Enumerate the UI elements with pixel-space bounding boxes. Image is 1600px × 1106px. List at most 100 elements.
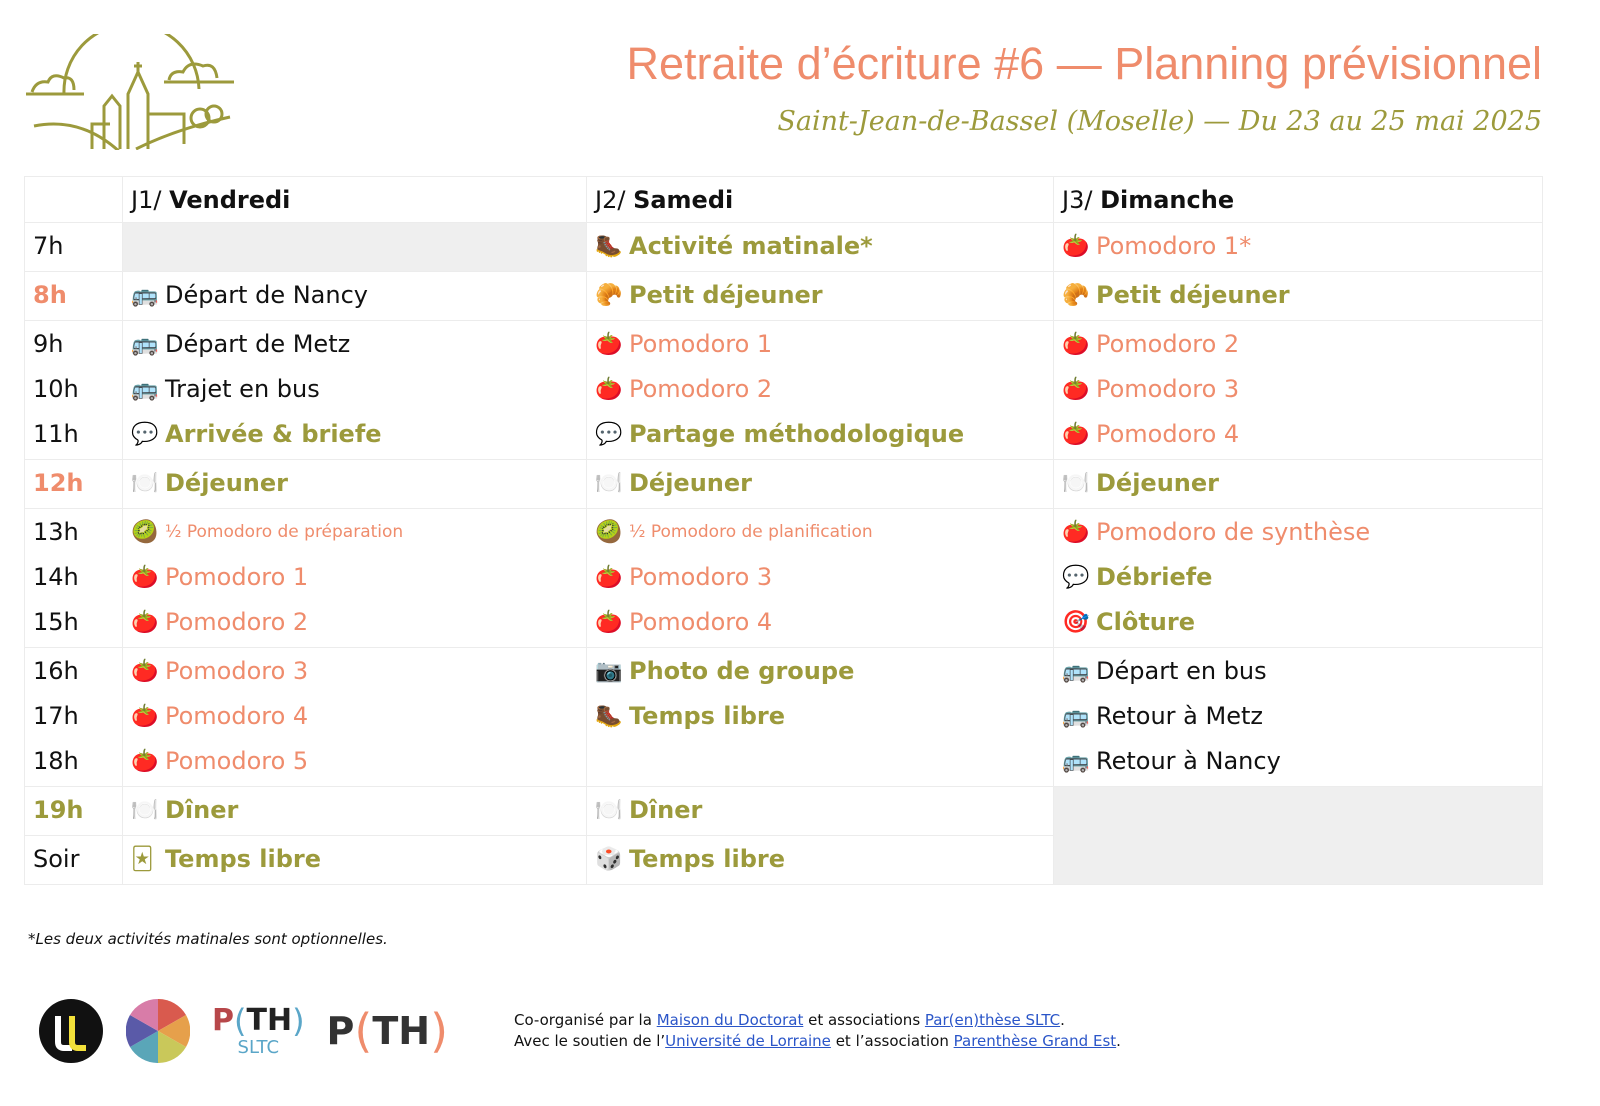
activity-item: 🥝 ½ Pomodoro de préparation [131, 510, 578, 555]
day-name: Dimanche [1100, 185, 1235, 214]
time-cell: 8h [24, 271, 123, 321]
tomato-icon: 🍅 [595, 565, 623, 590]
activity-label: Départ de Metz [165, 330, 351, 358]
tomato-icon: 🍅 [1062, 422, 1090, 447]
activity-item: 🍅 Pomodoro 3 [595, 555, 1045, 600]
day-header-j3: J3/ Dimanche [1053, 176, 1543, 223]
activity-item: 🚌 Départ en bus [1062, 649, 1534, 694]
activity-label: Pomodoro 4 [629, 608, 773, 636]
parenthese-sltc-logo: P(TH) SLTC [212, 1005, 305, 1057]
target-icon: 🎯 [1062, 610, 1090, 635]
activity-cell: 🍅 Pomodoro de synthèse 💬 Débriefe 🎯 Clôture [1053, 508, 1543, 648]
joker-card-icon: 🃏 [131, 847, 154, 872]
activity-label: Temps libre [165, 845, 322, 873]
activity-item: 🍅 Pomodoro 3 [131, 649, 578, 694]
time-cell: 7h [24, 222, 123, 272]
activity-item: 🍅 Pomodoro 4 [595, 600, 1045, 645]
day-prefix: J2/ [595, 185, 634, 214]
partner-logos: P(TH) SLTC P(TH) [38, 998, 448, 1064]
activity-cell: 🍽️ Déjeuner [1053, 459, 1543, 509]
activity-cell: 🚌 Départ de Nancy [122, 271, 587, 321]
link-parenthese-sltc[interactable]: Par(en)thèse SLTC [924, 1011, 1061, 1029]
activity-item: 🍽️ Déjeuner [131, 461, 578, 506]
day-prefix: J1/ [131, 185, 170, 214]
credits-text: Avec le soutien de l’ [514, 1032, 666, 1050]
link-universite-de-lorraine[interactable]: Université de Lorraine [665, 1032, 831, 1050]
plate-cutlery-icon: 🍽️ [595, 471, 623, 496]
activity-item: 🍅 Pomodoro 2 [1062, 322, 1534, 367]
activity-item: 🚌 Départ de Nancy [131, 273, 578, 318]
activity-label: Partage méthodologique [629, 420, 965, 448]
schedule-row: 19h 🍽️ Dîner 🍽️ Dîner [24, 786, 1543, 885]
activity-item: 🍅 Pomodoro 4 [1062, 412, 1534, 457]
activity-cell: 🍽️ Dîner [122, 786, 587, 836]
corner-cell [24, 176, 123, 223]
activity-label: Pomodoro 4 [165, 702, 309, 730]
empty-cell [1053, 786, 1543, 885]
activity-item: 🍅 Pomodoro 2 [131, 600, 578, 645]
link-parenthese-grand-est[interactable]: Parenthèse Grand Est [953, 1032, 1117, 1050]
time-label: 9h [33, 330, 64, 358]
hiking-boot-icon: 🥾 [595, 704, 623, 729]
logo-subtext: SLTC [237, 1037, 280, 1058]
time-cell: 16h 17h 18h [24, 647, 123, 787]
activity-cell: 🍽️ Déjeuner [122, 459, 587, 509]
activity-cell: 🥝 ½ Pomodoro de préparation 🍅 Pomodoro 1 🍅 Po… [122, 508, 587, 648]
activity-item: 🥾 Temps libre [595, 694, 1045, 739]
page-subtitle: Saint-Jean-de-Bassel (Moselle) — Du 23 a… [777, 106, 1542, 137]
time-label: Soir [33, 845, 80, 873]
activity-label: Photo de groupe [629, 657, 855, 685]
activity-label: Pomodoro 1 [629, 330, 773, 358]
time-label: 13h [33, 518, 79, 546]
schedule-row: Soir 🃏 Temps libre 🎲 Temps libre [24, 835, 1543, 885]
activity-cell: 🎲 Temps libre [586, 835, 1054, 885]
day-header-j1: J1/ Vendredi [122, 176, 587, 223]
activity-item: 🥾 Activité matinale* [595, 224, 1045, 269]
activity-label: Trajet en bus [165, 375, 320, 403]
credits-text: . [1060, 1011, 1065, 1029]
kiwi-icon: 🥝 [595, 520, 623, 545]
bus-icon: 🚌 [1062, 704, 1090, 729]
time-label: 8h [33, 281, 67, 309]
schedule-row: 8h 🚌 Départ de Nancy 🥐 Petit déjeuner 🥐 Petit … [24, 271, 1543, 321]
time-cell: 13h 14h 15h [24, 508, 123, 648]
activity-cell: 🍅 Pomodoro 1* [1053, 222, 1543, 272]
tomato-icon: 🍅 [131, 610, 159, 635]
schedule-row: 9h 10h 11h 🚌 Départ de Metz 🚌 Trajet en bus 💬 Ar… [24, 320, 1543, 460]
activity-label: Temps libre [629, 702, 786, 730]
activity-item: 📷 Photo de groupe [595, 649, 1045, 694]
bus-icon: 🚌 [131, 332, 159, 357]
activity-label: Pomodoro 2 [165, 608, 309, 636]
link-maison-du-doctorat[interactable]: Maison du Doctorat [656, 1011, 804, 1029]
day-prefix: J3/ [1062, 185, 1101, 214]
dice-icon: 🎲 [595, 847, 623, 872]
schedule-row: 16h 17h 18h 🍅 Pomodoro 3 🍅 Pomodoro 4 🍅 Pomodoro… [24, 647, 1543, 787]
activity-item: 🚌 Retour à Metz [1062, 694, 1534, 739]
logo-wordmark: P(TH) [212, 1002, 305, 1040]
tomato-icon: 🍅 [595, 377, 623, 402]
tomato-icon: 🍅 [1062, 332, 1090, 357]
header-row: J1/ Vendredi J2/ Samedi J3/ Dimanche [24, 176, 1543, 223]
activity-cell: 🍅 Pomodoro 1 🍅 Pomodoro 2 💬 Partage méthodolo… [586, 320, 1054, 460]
kiwi-icon: 🥝 [131, 520, 159, 545]
activity-item: 🍽️ Dîner [595, 788, 1045, 833]
croissant-icon: 🥐 [595, 283, 623, 308]
schedule-row: 12h 🍽️ Déjeuner 🍽️ Déjeuner 🍽️ Déjeuner [24, 459, 1543, 509]
time-label: 14h [33, 563, 79, 591]
activity-item: 🍽️ Déjeuner [595, 461, 1045, 506]
activity-cell: 🥝 ½ Pomodoro de planification 🍅 Pomodoro 3 🍅… [586, 508, 1054, 648]
croissant-icon: 🥐 [1062, 283, 1090, 308]
activity-item: 🍅 Pomodoro 3 [1062, 367, 1534, 412]
activity-label: Dîner [629, 796, 703, 824]
tomato-icon: 🍅 [1062, 520, 1090, 545]
bus-icon: 🚌 [131, 283, 159, 308]
activity-item: 🥐 Petit déjeuner [595, 273, 1045, 318]
day-name: Vendredi [169, 185, 291, 214]
schedule-row: 7h 🥾 Activité matinale* 🍅 Pomodoro 1* [24, 222, 1543, 272]
credits-line-1: Co-organisé par la Maison du Doctorat et… [514, 1010, 1121, 1031]
activity-label: Départ de Nancy [165, 281, 368, 309]
logo-wordmark: P(TH) [326, 1004, 449, 1058]
time-cell: 12h [24, 459, 123, 509]
activity-item: 🚌 Départ de Metz [131, 322, 578, 367]
activity-cell: 🥐 Petit déjeuner [586, 271, 1054, 321]
